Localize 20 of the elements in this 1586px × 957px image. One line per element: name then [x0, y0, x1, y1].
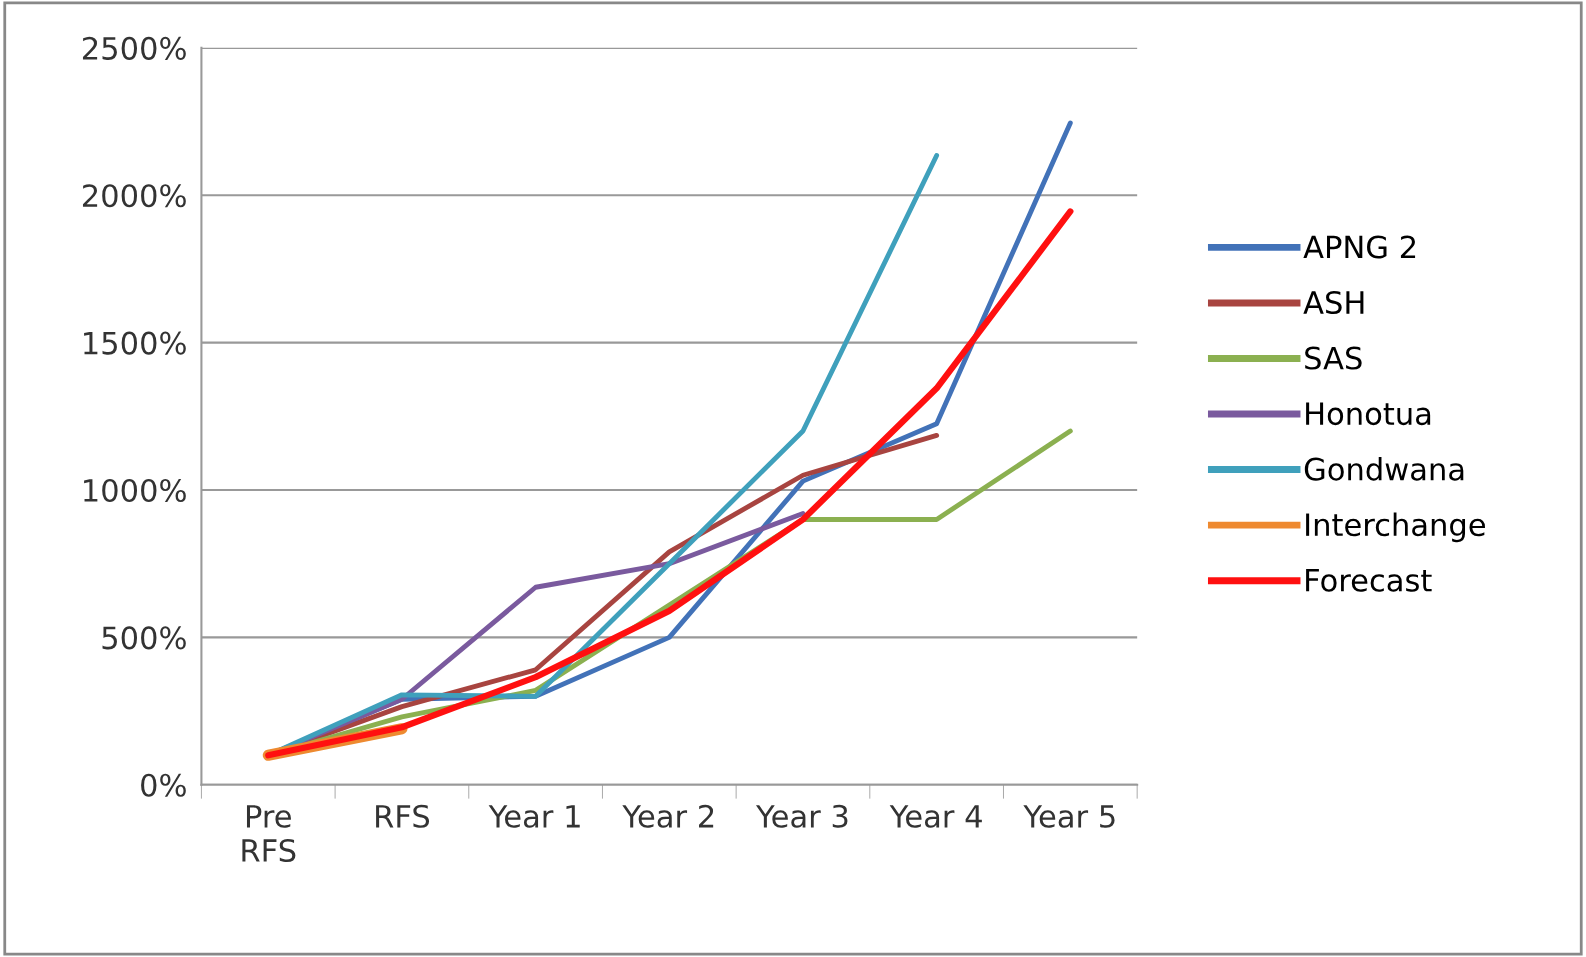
- y-tick-label: 1500%: [84, 331, 186, 355]
- x-tick-label: Pre RFS: [242, 805, 296, 863]
- y-tick-label: 1000%: [84, 478, 186, 503]
- x-tick-label: RFS: [376, 804, 430, 828]
- y-tick-label: 0%: [141, 773, 186, 797]
- x-tick-label: Year 4: [889, 805, 982, 828]
- legend-label: Honotua: [1306, 402, 1431, 426]
- x-tick-label: Year 1: [488, 805, 580, 828]
- y-tick-label: 2500%: [82, 36, 186, 60]
- x-tick-label: Year 3: [755, 804, 848, 828]
- y-tick-label: 500%: [102, 626, 186, 650]
- legend-label: Gondwana: [1304, 457, 1464, 481]
- legend-label: ASH: [1303, 290, 1364, 315]
- x-tick-label: Year 5: [1023, 805, 1115, 828]
- legend-label: Interchange: [1306, 512, 1485, 543]
- legend-label: APNG 2: [1303, 235, 1416, 259]
- x-tick-label: Year 2: [622, 804, 714, 828]
- y-tick-label: 2000%: [82, 184, 186, 208]
- legend-label: Forecast: [1306, 569, 1432, 592]
- legend-label: SAS: [1305, 346, 1362, 370]
